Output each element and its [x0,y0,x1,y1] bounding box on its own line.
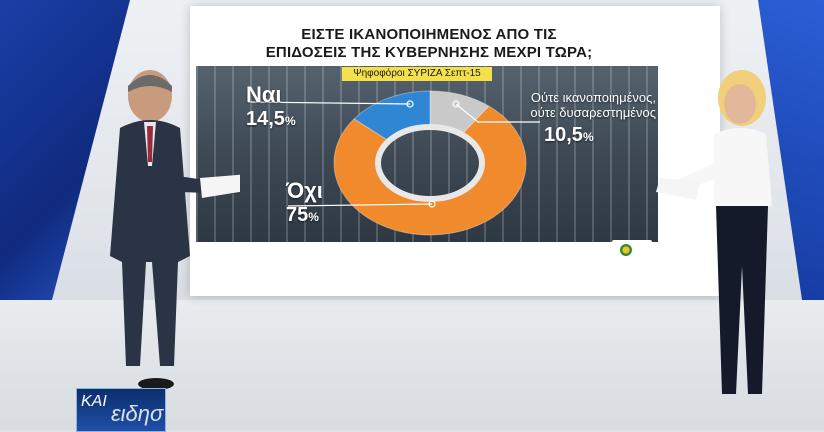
label-neutral-line-2: ούτε δυσαρεστημένος [530,105,656,120]
label-neutral-line-1: Ούτε ικανοποιημένος, [530,90,656,105]
presenter-right [656,70,772,394]
label-no-value: 75% [286,204,319,227]
label-neutral-number: 10,5 [544,124,583,146]
label-yes-number: 14,5 [246,108,285,130]
label-no-percent: % [308,210,319,224]
label-neutral-percent: % [582,130,594,144]
channel-logo-text-2: ειδησ [111,401,164,426]
chart-title-line-2: ΕΠΙΔΟΣΕΙΣ ΤΗΣ ΚΥΒΕΡΝΗΣΗΣ ΜΕΧΡΙ ΤΩΡΑ; [265,44,593,61]
label-no-name: Όχι [286,178,323,203]
pollster-logo [612,240,652,264]
presenter-left [110,70,240,390]
channel-logo-text-1: ΚΑΙ [81,393,107,410]
label-yes-value: 14,5% [246,108,296,131]
chart-subtitle: Ψηφοφόροι ΣΥΡΙΖΑ Σεπτ-15 [342,67,492,81]
label-yes-name: Ναι [246,82,282,107]
chart-title-line-1: ΕΙΣΤΕ ΙΚΑΝΟΠΟΙΗΜΕΝΟΣ ΑΠΟ ΤΙΣ [301,26,557,43]
channel-logo: ΚΑΙ ειδησ [76,388,166,432]
label-neutral-value: 10,5% [544,124,594,147]
label-no-number: 75 [286,204,309,226]
chart-title: ΕΙΣΤΕ ΙΚΑΝΟΠΟΙΗΜΕΝΟΣ ΑΠΟ ΤΙΣ ΕΠΙΔΟΣΕΙΣ Τ… [196,26,662,66]
label-neutral-name: Ούτε ικανοποιημένος, ούτε δυσαρεστημένος [470,90,656,120]
pollster-logo-icon [620,244,632,256]
label-yes-percent: % [284,114,296,128]
